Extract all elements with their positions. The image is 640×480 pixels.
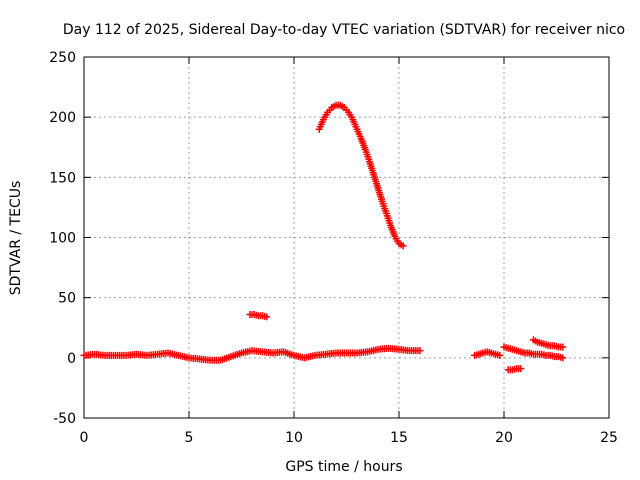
x-tick-label: 0 — [80, 430, 89, 446]
x-tick-label: 15 — [390, 430, 408, 446]
y-tick-label: 200 — [49, 110, 76, 126]
y-tick-label: 0 — [67, 351, 76, 367]
x-axis-title: GPS time / hours — [285, 459, 402, 475]
x-tick-label: 10 — [285, 430, 303, 446]
chart-title: Day 112 of 2025, Sidereal Day-to-day VTE… — [63, 22, 625, 38]
x-tick-label: 5 — [185, 430, 194, 446]
data-point — [496, 351, 504, 359]
data-point — [416, 347, 424, 355]
y-tick-label: -50 — [53, 411, 76, 427]
data-point — [517, 365, 525, 373]
y-tick-label: 150 — [49, 170, 76, 186]
data-point — [263, 313, 271, 321]
y-tick-label: 100 — [49, 231, 76, 247]
data-point — [559, 343, 567, 351]
y-tick-label: 50 — [58, 291, 76, 307]
x-tick-label: 20 — [495, 430, 513, 446]
y-tick-label: 250 — [49, 50, 76, 66]
x-tick-label: 25 — [600, 430, 618, 446]
data-point — [559, 354, 567, 362]
data-point — [399, 242, 407, 250]
data-marks — [80, 101, 567, 374]
y-axis-title: SDTVAR / TECUs — [8, 181, 24, 296]
